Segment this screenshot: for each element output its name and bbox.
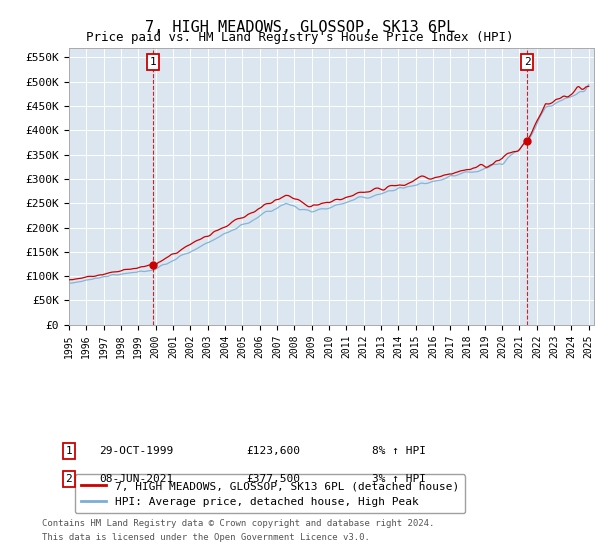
Text: £377,500: £377,500 — [246, 474, 300, 484]
Text: 29-OCT-1999: 29-OCT-1999 — [99, 446, 173, 456]
Text: 7, HIGH MEADOWS, GLOSSOP, SK13 6PL: 7, HIGH MEADOWS, GLOSSOP, SK13 6PL — [145, 20, 455, 35]
Text: 3% ↑ HPI: 3% ↑ HPI — [372, 474, 426, 484]
Text: Contains HM Land Registry data © Crown copyright and database right 2024.: Contains HM Land Registry data © Crown c… — [42, 519, 434, 528]
Text: 2: 2 — [524, 57, 530, 67]
Text: Price paid vs. HM Land Registry's House Price Index (HPI): Price paid vs. HM Land Registry's House … — [86, 31, 514, 44]
Text: This data is licensed under the Open Government Licence v3.0.: This data is licensed under the Open Gov… — [42, 533, 370, 542]
Text: 08-JUN-2021: 08-JUN-2021 — [99, 474, 173, 484]
Text: 1: 1 — [65, 446, 73, 456]
Text: 2: 2 — [65, 474, 73, 484]
Text: 1: 1 — [149, 57, 156, 67]
Legend: 7, HIGH MEADOWS, GLOSSOP, SK13 6PL (detached house), HPI: Average price, detache: 7, HIGH MEADOWS, GLOSSOP, SK13 6PL (deta… — [74, 474, 466, 514]
Text: £123,600: £123,600 — [246, 446, 300, 456]
Text: 8% ↑ HPI: 8% ↑ HPI — [372, 446, 426, 456]
